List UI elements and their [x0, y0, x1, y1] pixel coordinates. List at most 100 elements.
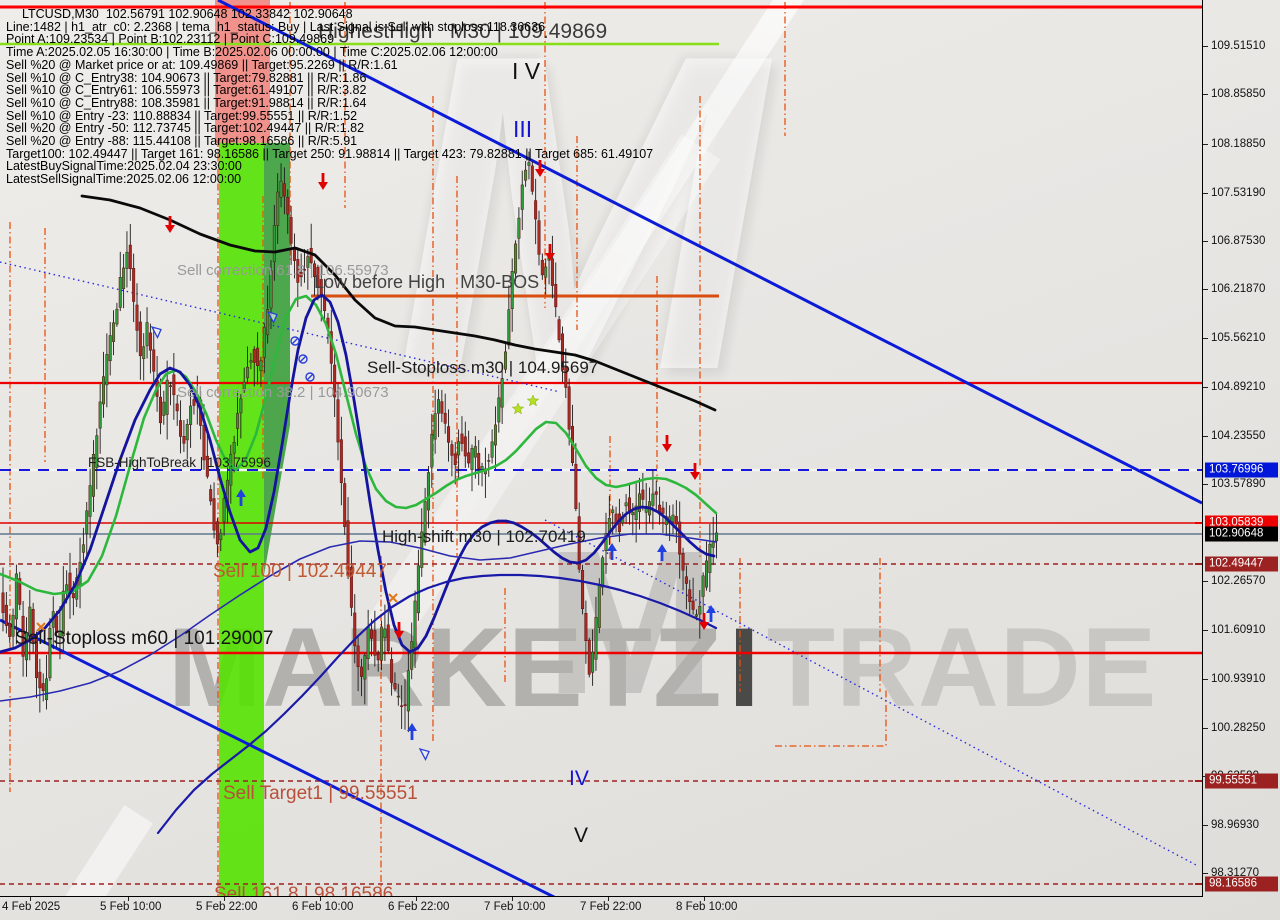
sell-arrow-icon — [318, 173, 328, 190]
ma-blue-long — [156, 573, 718, 835]
highest-high-label: HighestHigh M30 | 109.49869 — [318, 20, 608, 43]
dotted-trendline-upper[interactable] — [0, 261, 561, 393]
annotation-layer: HighestHigh M30 | 109.49869 I V III Sell co… — [15, 20, 608, 896]
sell-100-label: Sell 100 | 102.49447 — [213, 561, 387, 582]
low-before-high-bos-label: Low before High M30-BOS — [314, 272, 540, 292]
price-label: 104.89210 — [1211, 381, 1266, 393]
sell-arrow-icon — [535, 160, 545, 177]
time-label: 8 Feb 10:00 — [676, 901, 738, 913]
price-label: 98.96930 — [1211, 819, 1259, 831]
info-line: LatestSellSignalTime:2025.02.06 12:00:00 — [6, 172, 242, 187]
price-tick — [1203, 679, 1208, 680]
time-label: 7 Feb 10:00 — [484, 901, 546, 913]
info-line: Sell %10 @ Entry -23: 110.88834 || Targe… — [6, 108, 358, 123]
chart-canvas[interactable]: M M MARKETZITRADE HighestHigh M30 | 109.… — [0, 0, 1203, 897]
watermark-logo-m-small-icon: M — [545, 508, 716, 737]
time-tick — [608, 897, 609, 901]
info-line: Sell %10 @ C_Entry88: 108.35981 || Targe… — [6, 95, 367, 110]
price-tick — [1203, 94, 1208, 95]
price-label: 105.56210 — [1211, 332, 1266, 344]
circle-marker-icon — [305, 372, 315, 382]
price-label: 101.60910 — [1211, 624, 1266, 636]
price-badge: 102.49447 — [1205, 556, 1278, 572]
info-line: Sell %20 @ Entry -88: 115.44108 || Targe… — [6, 134, 358, 148]
roman-iii: III — [513, 116, 533, 142]
time-label: 5 Feb 22:00 — [196, 901, 258, 913]
time-label: 4 Feb 2025 — [2, 901, 61, 913]
downtrend-channel-upper[interactable] — [217, 0, 1202, 505]
price-label: 102.26570 — [1211, 575, 1266, 587]
price-label: 106.21870 — [1211, 283, 1266, 295]
time-tick — [320, 897, 321, 901]
price-tick — [1203, 484, 1208, 485]
price-label: 106.87530 — [1211, 235, 1266, 247]
buy-arrow-icon — [407, 723, 417, 740]
price-badge: 103.76996 — [1205, 462, 1278, 478]
high-shift-m30-label: High-shift m30 | 102.70419 — [382, 527, 586, 546]
sell-target1-label: Sell Target1 | 99.55551 — [223, 783, 418, 804]
price-tick — [1203, 581, 1208, 582]
info-line: Sell %10 @ C_Entry38: 104.90673 || Targe… — [6, 70, 367, 85]
time-tick — [416, 897, 417, 901]
price-tick — [1203, 144, 1208, 145]
price-tick — [1203, 387, 1208, 388]
info-line: LatestBuySignalTime:2025.02.04 23:30:00 — [6, 159, 242, 174]
time-label: 7 Feb 22:00 — [580, 901, 642, 913]
price-badge: 98.16586 — [1205, 876, 1278, 892]
price-tick — [1203, 436, 1208, 437]
sell-arrow-icon — [662, 435, 672, 452]
sell-arrow-icon — [394, 622, 404, 639]
info-line: Sell %20 @ Entry -50: 112.73745 || Targe… — [6, 121, 365, 136]
time-tick — [704, 897, 705, 901]
time-tick — [30, 897, 31, 901]
price-label: 108.18850 — [1211, 138, 1266, 150]
price-label: 107.53190 — [1211, 187, 1266, 199]
price-badge: 99.55551 — [1205, 773, 1278, 789]
hollow-arrow-icon — [150, 325, 162, 340]
info-line: Sell %20 @ Market price or at: 109.49869… — [6, 57, 398, 72]
dotted-trendline-lower[interactable] — [544, 519, 1199, 867]
price-badge: 102.90648 — [1205, 526, 1278, 542]
sell-arrow-icon — [699, 613, 709, 630]
hollow-arrow-icon — [266, 310, 278, 325]
price-tick — [1203, 825, 1208, 826]
price-tick — [1203, 728, 1208, 729]
info-line: Line:1482 | h1_atr_c0: 2.2368 | tema_h1_… — [6, 19, 546, 34]
downtrend-channel-lower[interactable] — [0, 618, 600, 897]
star-marker-icon — [511, 402, 525, 415]
roman-iv-bottom: IV — [569, 767, 589, 790]
price-tick — [1203, 289, 1208, 290]
sell-arrow-icon — [165, 216, 175, 233]
roman-v-bottom: V — [574, 824, 589, 847]
circle-marker-icon — [290, 336, 300, 346]
sell-stoploss-m60-label: Sell-Stoploss m60 | 101.29007 — [15, 628, 274, 649]
x-marker-icon — [388, 593, 398, 603]
price-label: 109.51510 — [1211, 40, 1266, 52]
fsb-high-to-break-label: FSB-HighToBreak | 103.75996 — [88, 455, 271, 470]
price-chart[interactable] — [0, 0, 1203, 897]
price-axis[interactable]: 109.51510 108.85850 108.18850 107.53190 106.… — [1203, 0, 1280, 896]
price-label: 100.28250 — [1211, 722, 1266, 734]
time-axis[interactable]: 4 Feb 2025 5 Feb 10:00 5 Feb 22:00 6 Feb 10… — [0, 897, 1203, 920]
price-tick — [1203, 630, 1208, 631]
buy-arrow-icon — [657, 544, 667, 561]
ma-blue-slow — [0, 533, 717, 702]
info-line: Point A:109.23534 | Point B:102.23112 | … — [6, 32, 335, 47]
signal-band-green — [219, 143, 264, 896]
price-label: 108.85850 — [1211, 88, 1266, 100]
sell-correction-618-label: Sell correction 61.8 | 106.55973 — [177, 262, 389, 279]
time-label: 6 Feb 10:00 — [292, 901, 354, 913]
info-line: Sell %10 @ C_Entry61: 106.55973 || Targe… — [6, 83, 367, 98]
sell-stoploss-m30-label: Sell-Stoploss m30 | 104.95697 — [367, 358, 599, 377]
sell-arrow-icon — [545, 244, 555, 261]
price-tick — [1203, 193, 1208, 194]
price-tick — [1203, 338, 1208, 339]
info-line: Target100: 102.49447 || Target 161: 98.1… — [6, 146, 654, 161]
info-line: LTCUSD,M30 102.56791 102.90648 102.33842… — [22, 7, 353, 21]
price-label: 100.93910 — [1211, 673, 1266, 685]
price-tick — [1203, 46, 1208, 47]
buy-arrow-icon — [236, 489, 246, 506]
price-tick — [1203, 241, 1208, 242]
watermark-brand-right: TRADE — [766, 605, 1158, 730]
